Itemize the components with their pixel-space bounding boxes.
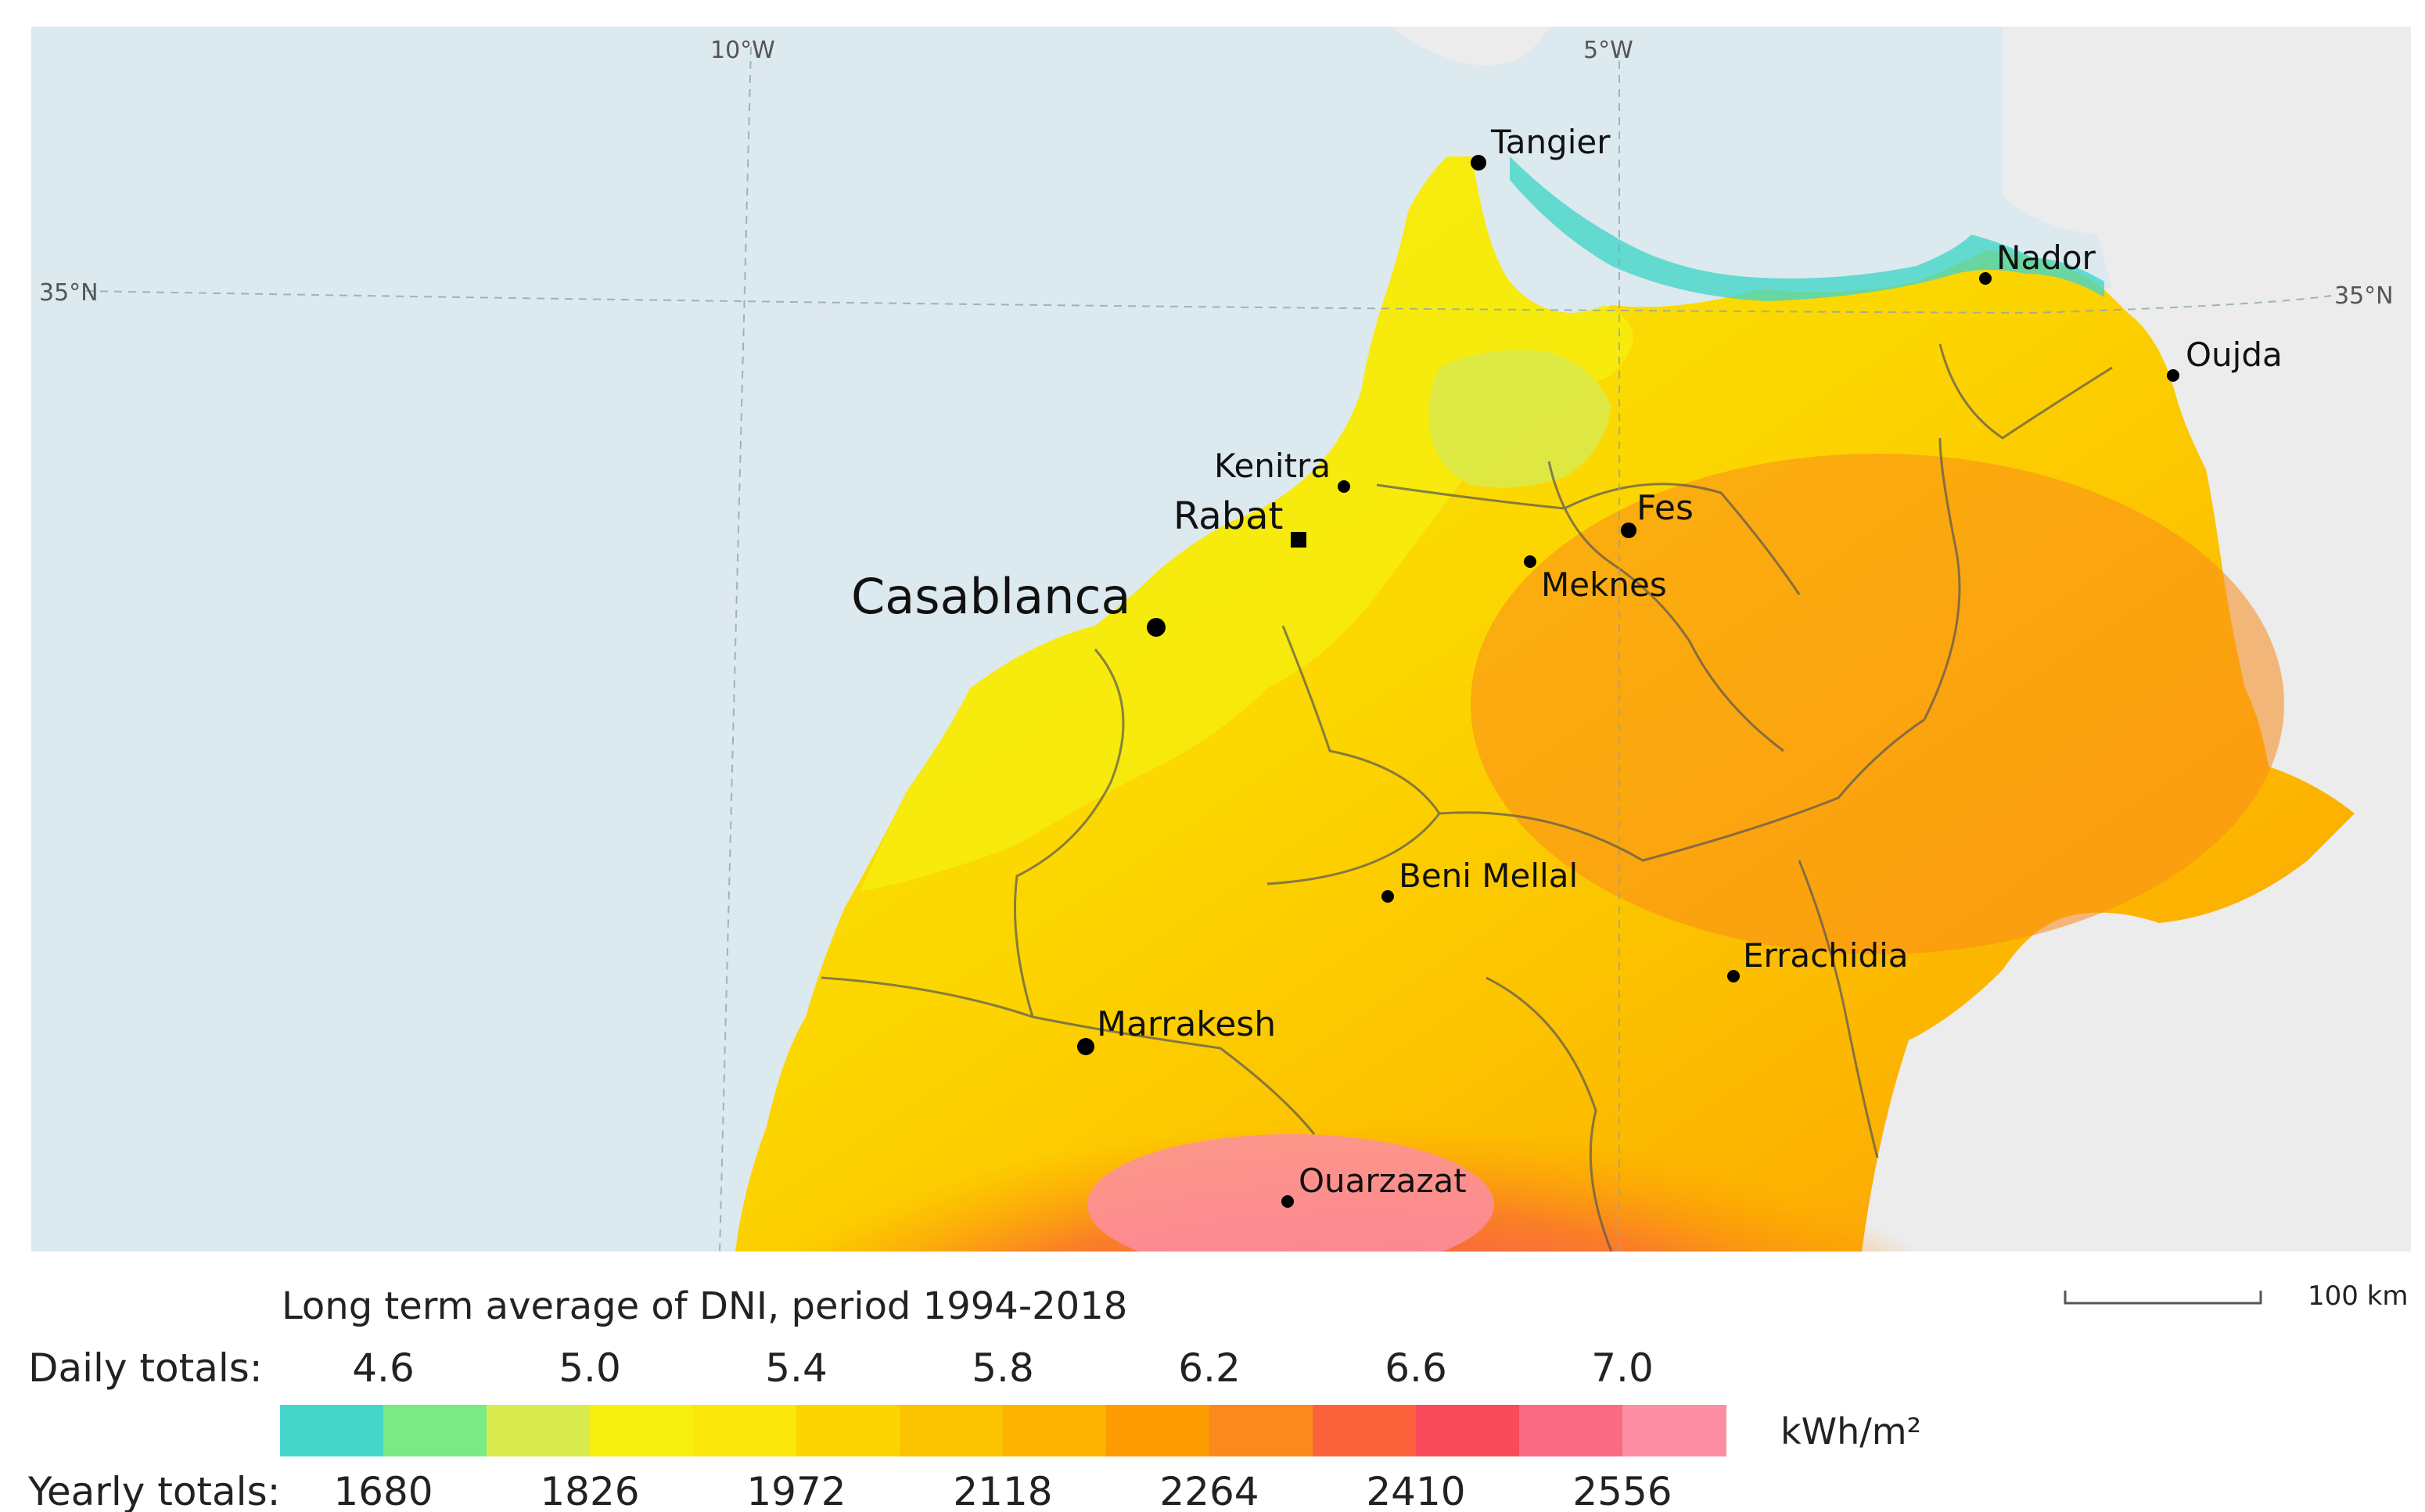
spain-land: [1392, 27, 1549, 66]
city-marker: [1727, 970, 1740, 982]
city-marrakesh: Marrakesh: [1077, 1004, 1276, 1055]
color-swatch: [1106, 1405, 1210, 1456]
interior-warm: [1471, 454, 2284, 954]
city-ouarzazat: Ouarzazat: [1281, 1162, 1467, 1208]
daily-value-2: 5.0: [559, 1345, 621, 1391]
city-tangier: Tangier: [1471, 123, 1611, 171]
city-label-marrakesh: Marrakesh: [1097, 1004, 1276, 1044]
daily-value-5: 6.2: [1178, 1345, 1241, 1391]
city-label-fes: Fes: [1636, 488, 1694, 528]
color-swatch: [693, 1405, 797, 1456]
legend-title: Long term average of DNI, period 1994-20…: [282, 1284, 1127, 1328]
scale-bar-line: [2064, 1291, 2262, 1305]
color-swatch: [487, 1405, 591, 1456]
city-label-casablanca: Casablanca: [851, 568, 1131, 625]
city-meknes: Meknes: [1524, 555, 1667, 604]
algeria-land: [1862, 117, 2411, 1252]
city-marker: [1077, 1038, 1094, 1055]
city-casablanca: Casablanca: [851, 568, 1166, 637]
spain-land-east: [2003, 27, 2411, 289]
city-rabat: Rabat: [1173, 494, 1306, 548]
city-label-nador: Nador: [1996, 239, 2096, 277]
daily-totals-label: Daily totals:: [28, 1345, 263, 1391]
color-swatch: [280, 1405, 384, 1456]
capital-marker: [1291, 532, 1306, 548]
daily-value-6: 6.6: [1385, 1345, 1447, 1391]
city-label-tangier: Tangier: [1490, 123, 1611, 161]
north-coast-strip: [1510, 156, 2104, 301]
city-oujda: Oujda: [2167, 336, 2283, 382]
city-label-ouarzazat: Ouarzazat: [1299, 1162, 1467, 1200]
color-swatch: [1209, 1405, 1313, 1456]
color-swatch: [590, 1405, 694, 1456]
city-label-kenitra: Kenitra: [1214, 447, 1331, 485]
legend-unit: kWh/m²: [1780, 1410, 1921, 1453]
yearly-value-2: 1826: [540, 1469, 639, 1512]
legend: Long term average of DNI, period 1994-20…: [27, 1284, 1921, 1512]
daily-value-7: 7.0: [1591, 1345, 1654, 1391]
lat-label-right: 35°N: [2334, 282, 2394, 310]
lon-label-10w: 10°W: [710, 37, 775, 64]
lon-label-5w: 5°W: [1583, 37, 1633, 64]
city-beni-mellal: Beni Mellal: [1381, 857, 1578, 903]
color-swatch: [383, 1405, 487, 1456]
city-label-errachidia: Errachidia: [1743, 936, 1909, 975]
daily-value-3: 5.4: [765, 1345, 828, 1391]
north-cool-zone: [860, 156, 1633, 892]
yearly-values: 1680 1826 1972 2118 2264 2410 2556: [333, 1469, 1672, 1512]
yearly-value-5: 2264: [1159, 1469, 1259, 1512]
yearly-value-6: 2410: [1366, 1469, 1465, 1512]
daily-values: 4.6 5.0 5.4 5.8 6.2 6.6 7.0: [352, 1345, 1654, 1391]
region-borders: [821, 343, 2113, 1252]
city-label-oujda: Oujda: [2186, 336, 2283, 374]
color-scale: [280, 1405, 1726, 1456]
city-marker: [1281, 1195, 1294, 1208]
city-fes: Fes: [1621, 488, 1694, 538]
yearly-value-4: 2118: [953, 1469, 1052, 1512]
city-marker: [1621, 523, 1636, 538]
scale-bar-label: 100 km: [2308, 1280, 2409, 1312]
city-kenitra: Kenitra: [1214, 447, 1350, 493]
color-swatch: [1003, 1405, 1107, 1456]
scale-bar: 100 km: [2064, 1280, 2409, 1312]
yearly-value-3: 1972: [746, 1469, 846, 1512]
city-marker: [1524, 555, 1536, 568]
color-swatch: [900, 1405, 1004, 1456]
city-marker: [1471, 155, 1486, 171]
color-swatch: [1519, 1405, 1623, 1456]
city-marker: [2167, 369, 2179, 382]
city-label-meknes: Meknes: [1541, 566, 1667, 604]
city-errachidia: Errachidia: [1727, 936, 1909, 982]
lat-label-left: 35°N: [39, 279, 99, 307]
daily-value-4: 5.8: [972, 1345, 1034, 1391]
city-marker: [1338, 480, 1350, 493]
color-swatch: [1622, 1405, 1726, 1456]
city-label-rabat: Rabat: [1173, 494, 1283, 538]
city-marker: [1381, 890, 1394, 903]
city-marker: [1147, 618, 1166, 637]
city-marker: [1979, 272, 1992, 285]
gharb-plain: [1428, 350, 1611, 488]
color-swatch: [796, 1405, 900, 1456]
ouarzazat-hot: [1087, 1134, 1494, 1252]
city-nador: Nador: [1979, 239, 2096, 285]
color-swatch: [1416, 1405, 1520, 1456]
yearly-value-7: 2556: [1572, 1469, 1672, 1512]
color-swatch: [1313, 1405, 1417, 1456]
yearly-totals-label: Yearly totals:: [27, 1469, 280, 1512]
daily-value-1: 4.6: [352, 1345, 415, 1391]
graticule: [85, 46, 2332, 1252]
south-hot: [720, 923, 1940, 1252]
yearly-value-1: 1680: [333, 1469, 433, 1512]
city-label-beni-mellal: Beni Mellal: [1399, 857, 1578, 895]
